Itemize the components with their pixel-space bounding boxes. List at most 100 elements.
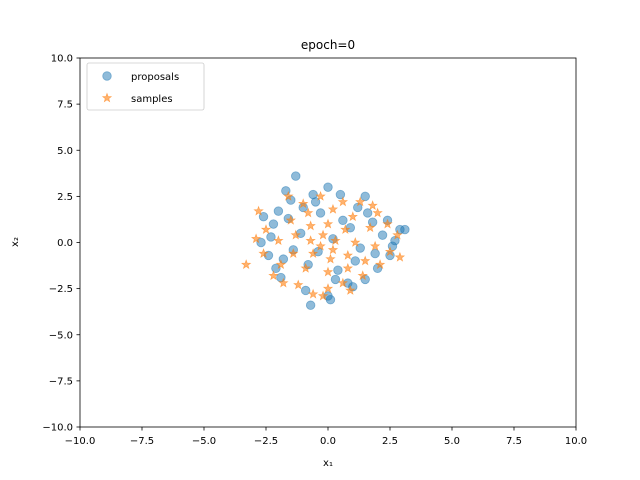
samples-point bbox=[305, 220, 316, 231]
samples-point bbox=[240, 259, 252, 270]
samples-point bbox=[305, 235, 316, 246]
proposals-point bbox=[333, 265, 343, 275]
samples-point bbox=[307, 248, 319, 258]
x-axis: −10.0 −7.5 −5.0 −2.5 0.0 2.5 5.0 7.5 10.0 bbox=[65, 427, 587, 447]
legend-marker-samples bbox=[101, 92, 113, 103]
y-axis: −10.0 −7.5 −5.0 −2.5 0.0 2.5 5.0 7.5 10.0 bbox=[42, 54, 80, 434]
samples-point bbox=[322, 266, 334, 277]
samples-point bbox=[317, 229, 329, 240]
proposals-point bbox=[335, 189, 346, 200]
x-tick-label: 10.0 bbox=[565, 436, 587, 447]
x-tick-label: −7.5 bbox=[130, 436, 154, 447]
samples-point bbox=[250, 233, 262, 244]
samples-point bbox=[342, 262, 354, 273]
series-samples bbox=[240, 190, 406, 301]
samples-point bbox=[337, 277, 349, 288]
y-tick-label: 10.0 bbox=[51, 54, 73, 65]
proposals-point bbox=[370, 248, 380, 259]
samples-point bbox=[275, 259, 287, 270]
x-tick-label: −5.0 bbox=[192, 436, 216, 447]
samples-point bbox=[290, 229, 301, 240]
samples-point bbox=[357, 270, 368, 281]
y-axis-label: x₂ bbox=[10, 237, 21, 247]
samples-point bbox=[325, 253, 336, 264]
samples-point bbox=[268, 270, 279, 281]
samples-point bbox=[317, 290, 329, 301]
samples-point bbox=[293, 279, 304, 290]
samples-point bbox=[285, 214, 296, 225]
y-tick-label: 5.0 bbox=[57, 146, 73, 157]
y-tick-label: −10.0 bbox=[42, 423, 73, 434]
samples-point bbox=[322, 283, 334, 294]
legend-label-samples: samples bbox=[131, 94, 173, 105]
samples-point bbox=[392, 229, 403, 240]
samples-point bbox=[374, 259, 386, 270]
samples-point bbox=[327, 244, 339, 255]
samples-point bbox=[260, 224, 272, 235]
proposals-point bbox=[305, 300, 316, 310]
x-tick-label: 7.5 bbox=[506, 436, 522, 447]
x-axis-label: x₁ bbox=[323, 458, 333, 469]
legend-marker-proposals bbox=[102, 71, 112, 81]
legend-marker-proposals bbox=[102, 71, 112, 81]
samples-point bbox=[382, 218, 393, 229]
x-tick-label: 2.5 bbox=[382, 436, 398, 447]
proposals-point bbox=[338, 215, 348, 226]
proposals-point bbox=[323, 182, 333, 192]
proposals-point bbox=[350, 256, 360, 266]
samples-point bbox=[307, 288, 319, 299]
samples-point bbox=[360, 255, 371, 266]
x-tick-label: 5.0 bbox=[444, 436, 460, 447]
proposals-point bbox=[325, 294, 336, 305]
samples-point bbox=[345, 284, 356, 295]
y-tick-label: −2.5 bbox=[49, 284, 73, 295]
x-tick-label: −10.0 bbox=[65, 436, 96, 447]
samples-point bbox=[322, 218, 334, 229]
proposals-point bbox=[353, 202, 363, 213]
y-tick-label: −5.0 bbox=[49, 330, 73, 341]
samples-point bbox=[283, 190, 294, 201]
samples-point bbox=[384, 246, 396, 257]
samples-point bbox=[327, 203, 339, 214]
samples-point bbox=[394, 251, 406, 262]
samples-point bbox=[347, 211, 358, 222]
y-tick-label: 2.5 bbox=[57, 192, 73, 203]
samples-point bbox=[355, 196, 366, 207]
samples-point bbox=[253, 205, 264, 216]
legend-box bbox=[86, 62, 205, 111]
samples-point bbox=[337, 196, 349, 207]
y-tick-label: −7.5 bbox=[49, 376, 73, 387]
proposals-point bbox=[315, 208, 326, 218]
samples-point bbox=[340, 224, 351, 235]
samples-point bbox=[315, 190, 326, 201]
proposals-point bbox=[362, 208, 373, 218]
samples-point bbox=[364, 222, 376, 233]
legend-label-proposals: proposals bbox=[131, 72, 179, 83]
proposals-point bbox=[300, 285, 311, 296]
samples-point bbox=[297, 198, 309, 209]
samples-point bbox=[288, 248, 299, 258]
x-tick-label: −2.5 bbox=[254, 436, 278, 447]
samples-point bbox=[315, 240, 326, 251]
samples-point bbox=[258, 248, 269, 258]
samples-point bbox=[369, 240, 381, 251]
samples-point bbox=[372, 207, 383, 218]
chart-title: epoch=0 bbox=[301, 38, 355, 52]
samples-point bbox=[302, 207, 314, 218]
proposals-point bbox=[256, 237, 266, 248]
samples-point bbox=[342, 249, 354, 260]
y-tick-label: 7.5 bbox=[57, 100, 73, 111]
samples-point bbox=[300, 262, 311, 273]
points-layer bbox=[240, 171, 410, 310]
proposals-point bbox=[291, 171, 301, 181]
proposals-point bbox=[360, 191, 370, 202]
proposals-point bbox=[266, 232, 276, 242]
legend-marker-samples bbox=[101, 92, 113, 103]
proposals-point bbox=[330, 274, 341, 285]
x-tick-label: 0.0 bbox=[320, 436, 336, 447]
proposals-point bbox=[271, 263, 281, 274]
proposals-point bbox=[273, 206, 284, 216]
samples-point bbox=[330, 235, 341, 246]
samples-point bbox=[367, 200, 378, 211]
